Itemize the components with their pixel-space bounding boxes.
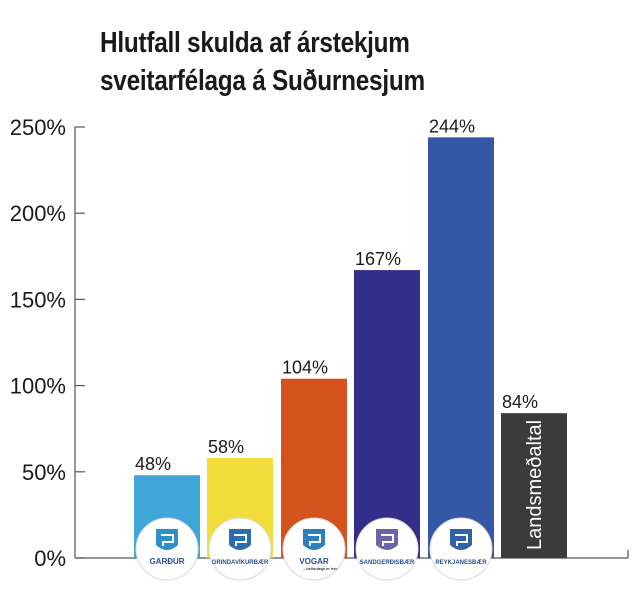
gardur-crest-icon: GARÐUR [135,517,199,581]
y-tick-label: 100% [10,374,66,399]
crest-shield [376,529,398,550]
sandgerdi-crest-icon: SANDGERÐISBÆR [355,517,419,581]
chart-title-line-1: Hlutfall skulda af árstekjum [100,27,410,59]
y-tick-label: 0% [34,546,66,571]
y-tick-label: 50% [22,460,66,485]
logo-text: GARÐUR [149,557,184,566]
data-label: 48% [135,454,171,474]
vogar-crest-icon: VOGAR...heilsulegt er hér [282,517,346,581]
crest-emblem [455,534,468,546]
y-tick-label: 200% [10,201,66,226]
bar-3 [354,270,420,558]
logo-text: VOGAR [299,557,329,566]
logo-text: GRINDAVÍKURBÆR [212,558,269,566]
crest-shield [229,529,251,550]
chart-title: Hlutfall skulda af árstekjum sveitarféla… [100,24,520,100]
crest-shield [450,529,472,550]
crest-emblem [161,534,174,546]
data-label: 167% [355,249,401,269]
logo-text: SANDGERÐISBÆR [360,560,415,566]
data-label: 104% [282,358,328,378]
crest-emblem [381,534,394,546]
landsmedaltal-bar-label: Landsmeðaltal [524,420,546,550]
reykjanes-crest-icon: REYKJANESBÆR [429,517,493,581]
data-label: 84% [502,392,538,412]
grindavik-crest-icon: GRINDAVÍKURBÆR [208,517,272,581]
chart-title-line-2: sveitarfélaga á Suðurnesjum [100,65,425,97]
crest-emblem [234,534,247,546]
bar-5 [501,413,567,558]
logo-subtext: ...heilsulegt er hér [303,566,338,571]
bar-4 [428,137,494,558]
crest-shield [156,529,178,550]
y-tick-label: 150% [10,287,66,312]
y-tick-label: 250% [10,115,66,140]
data-label: 244% [429,116,475,136]
crest-shield [303,529,325,550]
logo-text: REYKJANESBÆR [435,560,487,566]
crest-emblem [308,534,321,546]
data-label: 58% [208,437,244,457]
